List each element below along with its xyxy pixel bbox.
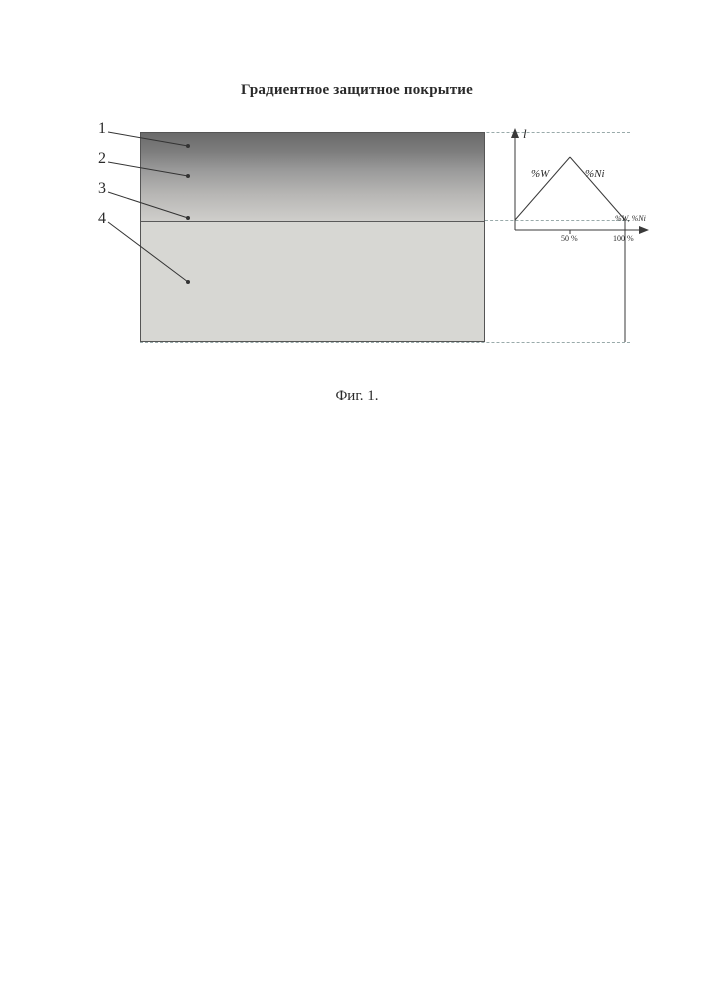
page-title: Градиентное защитное покрытие — [0, 82, 714, 99]
leader-4: 4 — [98, 210, 106, 228]
composition-chart: l %W %Ni 50 % 100 % %W, %Ni — [505, 132, 655, 262]
series-label-w: %W — [531, 168, 549, 180]
leader-1: 1 — [98, 120, 106, 138]
leader-2: 2 — [98, 150, 106, 168]
leader-lines — [108, 128, 228, 308]
series-label-ni: %Ni — [585, 168, 605, 180]
figure: 1 2 3 4 — [60, 120, 660, 380]
x-tick-100: 100 % — [613, 234, 634, 243]
x-tick-50: 50 % — [561, 234, 578, 243]
y-axis-label: l — [523, 126, 527, 142]
leader-3: 3 — [98, 180, 106, 198]
figure-caption: Фиг. 1. — [0, 388, 714, 405]
x-axis-label: %W, %Ni — [615, 214, 646, 223]
